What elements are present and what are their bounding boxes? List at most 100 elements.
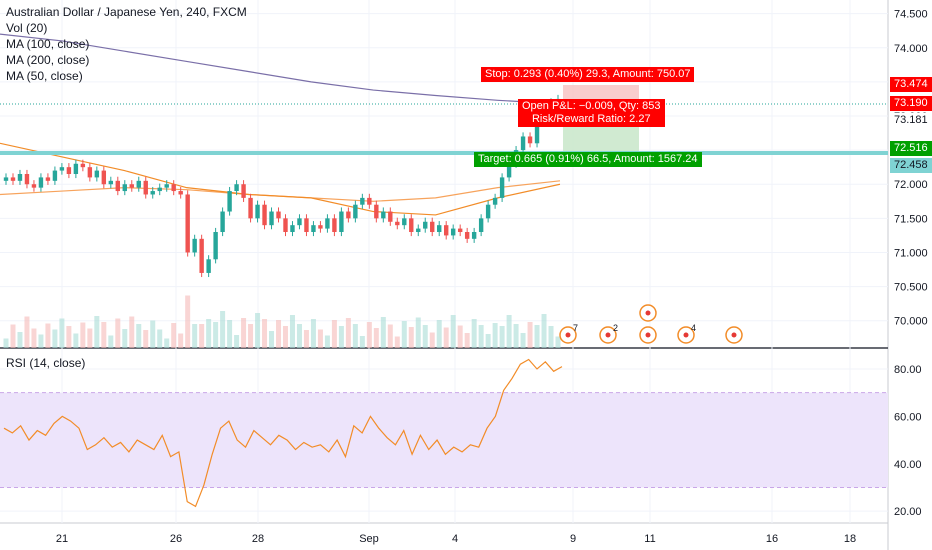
candle[interactable] — [220, 211, 225, 232]
candle[interactable] — [17, 174, 23, 181]
candle[interactable] — [45, 177, 51, 181]
candle[interactable] — [339, 211, 344, 232]
candle[interactable] — [101, 170, 107, 185]
candle[interactable] — [136, 180, 141, 188]
candle[interactable] — [206, 259, 211, 273]
candle[interactable] — [388, 211, 393, 222]
candle[interactable] — [73, 163, 79, 174]
candle[interactable] — [464, 232, 470, 239]
candle[interactable] — [276, 211, 281, 219]
candle[interactable] — [66, 167, 72, 174]
candle[interactable] — [150, 191, 155, 195]
candle[interactable] — [402, 218, 407, 226]
rsi-line[interactable] — [3, 358, 563, 508]
candle[interactable] — [234, 184, 239, 192]
candle[interactable] — [248, 197, 253, 219]
candle[interactable] — [178, 191, 183, 195]
candle[interactable] — [255, 204, 260, 219]
rsi-legend[interactable]: RSI (14, close) — [6, 356, 86, 370]
volume-bar — [45, 323, 51, 348]
ma100-line[interactable] — [0, 33, 561, 105]
candle[interactable] — [360, 197, 365, 205]
volume-bar — [338, 326, 344, 348]
candle[interactable] — [444, 225, 449, 236]
volume-bar — [101, 322, 107, 348]
volume-bar — [436, 320, 442, 348]
candle[interactable] — [332, 218, 337, 232]
price-axis-label: 71.500 — [894, 213, 928, 225]
candle[interactable] — [506, 163, 512, 178]
candle[interactable] — [283, 218, 288, 232]
candle[interactable] — [241, 184, 246, 198]
candle[interactable] — [527, 136, 533, 144]
candle[interactable] — [38, 177, 44, 188]
candle[interactable] — [367, 197, 372, 205]
candle[interactable] — [157, 187, 162, 192]
candle[interactable] — [534, 122, 540, 144]
indicator-ma200[interactable]: MA (200, close) — [6, 53, 90, 67]
volume-bar — [541, 314, 547, 348]
candle[interactable] — [3, 177, 9, 181]
indicator-ma100[interactable]: MA (100, close) — [6, 37, 90, 51]
candle[interactable] — [450, 228, 456, 236]
candle[interactable] — [31, 184, 37, 188]
candle[interactable] — [423, 221, 428, 229]
candle[interactable] — [227, 191, 232, 212]
candle[interactable] — [171, 184, 176, 192]
candle[interactable] — [346, 211, 351, 219]
candle[interactable] — [318, 225, 323, 229]
candle[interactable] — [409, 218, 414, 232]
candle[interactable] — [80, 163, 86, 168]
candle[interactable] — [325, 218, 330, 229]
stop-label[interactable]: Stop: 0.293 (0.40%) 29.3, Amount: 750.07 — [481, 67, 695, 82]
candle[interactable] — [395, 221, 400, 226]
candle[interactable] — [108, 180, 114, 185]
candle[interactable] — [262, 204, 267, 226]
candle[interactable] — [499, 177, 505, 198]
candle[interactable] — [24, 174, 30, 185]
candle[interactable] — [374, 204, 379, 219]
candle[interactable] — [478, 218, 484, 232]
candle[interactable] — [269, 211, 274, 226]
candle[interactable] — [143, 180, 148, 195]
candle[interactable] — [416, 228, 421, 232]
candle[interactable] — [122, 184, 127, 192]
candle[interactable] — [185, 194, 190, 253]
support-line[interactable] — [0, 151, 888, 155]
candle[interactable] — [457, 228, 463, 232]
candle[interactable] — [94, 170, 100, 178]
candle[interactable] — [52, 170, 58, 181]
candle[interactable] — [129, 184, 134, 188]
candle[interactable] — [485, 204, 491, 219]
candle[interactable] — [115, 180, 120, 192]
candle[interactable] — [471, 232, 477, 239]
candle[interactable] — [192, 238, 197, 253]
symbol-title[interactable]: Australian Dollar / Japanese Yen, 240, F… — [6, 5, 247, 19]
candle[interactable] — [199, 238, 204, 273]
pnl-label[interactable]: Open P&L: −0.009, Qty: 853 Risk/Reward R… — [518, 99, 665, 127]
candle[interactable] — [353, 204, 358, 219]
candle[interactable] — [297, 218, 302, 226]
target-label[interactable]: Target: 0.665 (0.91%) 66.5, Amount: 1567… — [474, 152, 702, 167]
candle[interactable] — [437, 225, 442, 232]
candle[interactable] — [520, 136, 526, 151]
candle[interactable] — [164, 184, 169, 188]
volume-bar — [213, 322, 219, 348]
ma50-line[interactable] — [0, 142, 561, 216]
candle[interactable] — [492, 197, 498, 205]
candle[interactable] — [87, 167, 93, 178]
candle[interactable] — [213, 232, 218, 260]
volume-bar — [3, 338, 9, 348]
indicator-vol[interactable]: Vol (20) — [6, 21, 48, 35]
indicator-ma50[interactable]: MA (50, close) — [6, 69, 83, 83]
candle[interactable] — [311, 225, 316, 232]
candle[interactable] — [304, 218, 309, 232]
candle[interactable] — [10, 177, 16, 181]
volume-bar — [296, 324, 302, 348]
candle[interactable] — [290, 225, 295, 232]
candle[interactable] — [59, 167, 65, 171]
candle[interactable] — [430, 221, 435, 232]
volume-bar — [387, 324, 393, 348]
candle[interactable] — [381, 211, 386, 219]
